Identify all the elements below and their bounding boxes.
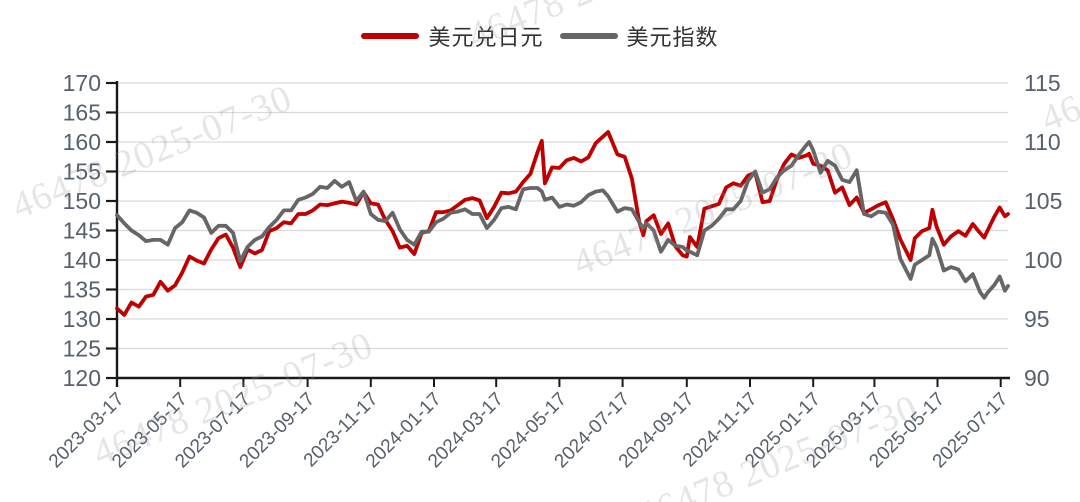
svg-text:95: 95: [1024, 306, 1050, 332]
svg-text:160: 160: [63, 129, 101, 155]
svg-text:170: 170: [63, 70, 101, 96]
series-line-usdjpy: [115, 130, 1010, 317]
legend-item-usdjpy: 美元兑日元: [361, 20, 543, 52]
series-line-dxy: [115, 140, 1010, 300]
gridlines: [117, 82, 1008, 350]
svg-text:125: 125: [63, 336, 101, 362]
left-axis-labels: 120 125 130 135 140 145 150 155 160 165 170: [63, 70, 101, 391]
svg-text:105: 105: [1024, 188, 1062, 214]
legend-swatch-usdjpy-icon: [361, 33, 420, 39]
axes: [106, 81, 1010, 387]
svg-text:135: 135: [63, 277, 101, 303]
legend-item-dxy: 美元指数: [559, 20, 719, 52]
svg-text:120: 120: [63, 365, 101, 391]
svg-text:145: 145: [63, 218, 101, 244]
svg-text:150: 150: [63, 188, 101, 214]
svg-text:110: 110: [1024, 129, 1061, 155]
svg-text:90: 90: [1024, 365, 1050, 391]
legend: 美元兑日元 美元指数: [0, 20, 1080, 52]
legend-swatch-dxy-icon: [559, 33, 618, 39]
svg-text:115: 115: [1024, 70, 1061, 96]
svg-text:165: 165: [63, 100, 101, 126]
x-axis-labels: 2023-03-172023-05-172023-07-172023-09-17…: [45, 389, 1012, 473]
svg-text:155: 155: [63, 159, 101, 185]
legend-label-usdjpy: 美元兑日元: [428, 25, 544, 50]
right-axis-labels: 90 95 100 105 110 115: [1024, 70, 1062, 391]
svg-text:130: 130: [63, 306, 101, 332]
svg-text:100: 100: [1024, 247, 1062, 273]
legend-label-dxy: 美元指数: [626, 25, 719, 50]
svg-text:140: 140: [63, 247, 101, 273]
